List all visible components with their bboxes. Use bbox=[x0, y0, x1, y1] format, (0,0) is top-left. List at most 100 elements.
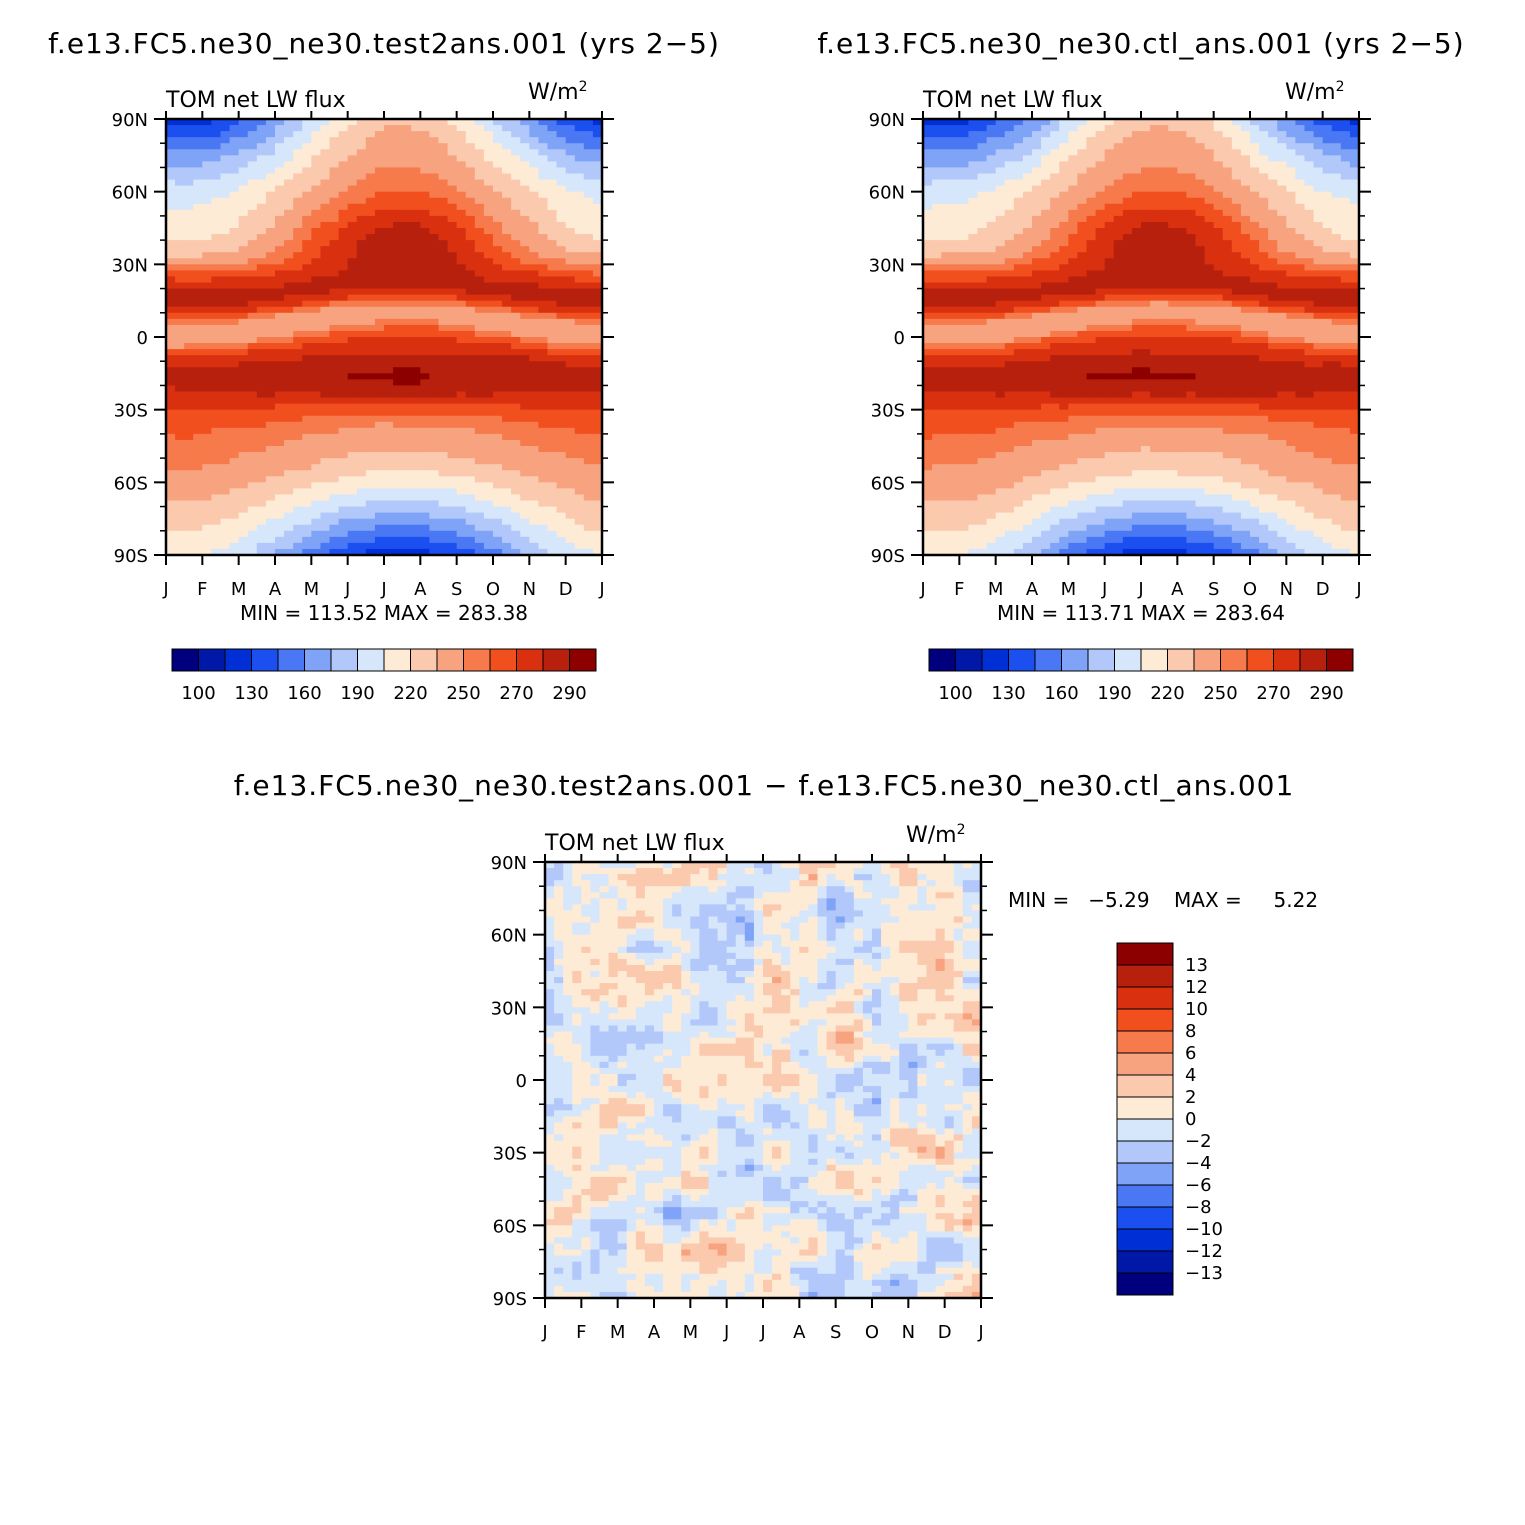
contour-cell bbox=[393, 324, 403, 332]
contour-cell bbox=[311, 446, 322, 453]
contour-cell bbox=[538, 494, 549, 502]
contour-cell bbox=[977, 179, 988, 187]
contour-cell bbox=[229, 137, 240, 144]
contour-cell bbox=[356, 421, 367, 429]
contour-cell bbox=[977, 391, 988, 399]
contour-cell bbox=[202, 464, 213, 471]
contour-cell bbox=[265, 252, 276, 259]
contour-cell bbox=[302, 427, 312, 435]
contour-cell bbox=[923, 536, 933, 544]
contour-cell bbox=[247, 324, 258, 332]
contour-cell bbox=[229, 258, 240, 265]
contour-cell bbox=[1013, 330, 1024, 338]
contour-cell bbox=[538, 330, 549, 338]
contour-cell bbox=[384, 270, 394, 278]
contour-cell bbox=[1004, 191, 1015, 199]
contour-cell bbox=[995, 385, 1006, 393]
contour-cell bbox=[202, 439, 213, 447]
contour-cell bbox=[175, 452, 185, 459]
contour-cell bbox=[320, 264, 331, 271]
contour-cell bbox=[311, 185, 322, 193]
contour-cell bbox=[483, 361, 494, 368]
contour-cell bbox=[311, 506, 322, 514]
contour-cell bbox=[465, 119, 476, 126]
contour-cell bbox=[1032, 433, 1042, 441]
contour-cell bbox=[275, 330, 285, 338]
contour-cell bbox=[420, 421, 431, 429]
contour-cell bbox=[411, 143, 421, 150]
contour-cell bbox=[238, 470, 249, 477]
contour-cell bbox=[493, 191, 503, 199]
contour-cell bbox=[384, 240, 394, 247]
contour-cell bbox=[229, 173, 240, 181]
contour-cell bbox=[493, 512, 503, 520]
contour-cell bbox=[229, 300, 240, 308]
contour-cell bbox=[1050, 330, 1060, 338]
contour-cell bbox=[556, 446, 567, 453]
contour-cell bbox=[420, 500, 431, 508]
contour-cell bbox=[556, 161, 567, 169]
contour-cell bbox=[411, 149, 421, 156]
contour-cell bbox=[393, 458, 403, 465]
contour-cell bbox=[932, 343, 942, 350]
contour-cell bbox=[502, 312, 512, 320]
contour-cell bbox=[941, 240, 951, 247]
contour-cell bbox=[338, 439, 349, 447]
contour-cell bbox=[538, 409, 549, 417]
contour-cell bbox=[293, 185, 303, 193]
contour-cell bbox=[583, 349, 594, 356]
contour-cell bbox=[1004, 397, 1015, 405]
contour-cell bbox=[1095, 276, 1106, 284]
contour-cell bbox=[483, 131, 494, 138]
contour-cell bbox=[256, 500, 267, 508]
contour-cell bbox=[356, 373, 367, 380]
contour-cell bbox=[538, 312, 549, 320]
contour-cell bbox=[502, 306, 512, 314]
contour-cell bbox=[1004, 458, 1015, 465]
contour-cell bbox=[574, 421, 585, 429]
contour-cell bbox=[411, 349, 421, 356]
contour-cell bbox=[1022, 264, 1033, 271]
contour-cell bbox=[968, 288, 979, 296]
contour-cell bbox=[1013, 197, 1024, 205]
contour-cell bbox=[402, 119, 412, 126]
contour-cell bbox=[574, 252, 585, 259]
contour-cell bbox=[520, 191, 530, 199]
contour-cell bbox=[941, 476, 951, 483]
contour-cell bbox=[565, 470, 576, 477]
contour-cell bbox=[356, 367, 367, 374]
contour-cell bbox=[1004, 385, 1015, 393]
contour-cell bbox=[493, 409, 503, 417]
contour-cell bbox=[193, 203, 203, 211]
contour-cell bbox=[923, 258, 933, 265]
contour-cell bbox=[256, 415, 267, 423]
contour-cell bbox=[275, 137, 285, 144]
contour-cell bbox=[986, 494, 997, 502]
contour-cell bbox=[986, 482, 997, 489]
contour-cell bbox=[502, 518, 512, 526]
contour-cell bbox=[941, 228, 951, 235]
contour-cell bbox=[574, 270, 585, 278]
contour-cell bbox=[1077, 294, 1088, 302]
x-tick-label: M bbox=[231, 579, 247, 600]
contour-cell bbox=[420, 276, 431, 284]
contour-cell bbox=[1050, 203, 1060, 211]
contour-cell bbox=[229, 548, 240, 556]
contour-cell bbox=[402, 439, 412, 447]
contour-cell bbox=[411, 203, 421, 211]
contour-cell bbox=[583, 391, 594, 399]
contour-cell bbox=[556, 397, 567, 405]
contour-cell bbox=[574, 155, 585, 162]
contour-cell bbox=[1077, 149, 1088, 156]
contour-cell bbox=[995, 137, 1006, 144]
contour-cell bbox=[1086, 415, 1097, 423]
contour-cell bbox=[184, 488, 194, 496]
panel-test-colorbar: 100 130 160 190 220 250 270 290 bbox=[171, 648, 597, 704]
contour-cell bbox=[592, 427, 603, 435]
contour-cell bbox=[429, 500, 440, 508]
contour-cell bbox=[184, 512, 194, 520]
contour-cell bbox=[565, 234, 576, 241]
contour-cell bbox=[977, 131, 988, 138]
contour-cell bbox=[941, 131, 951, 138]
contour-cell bbox=[1041, 155, 1051, 162]
